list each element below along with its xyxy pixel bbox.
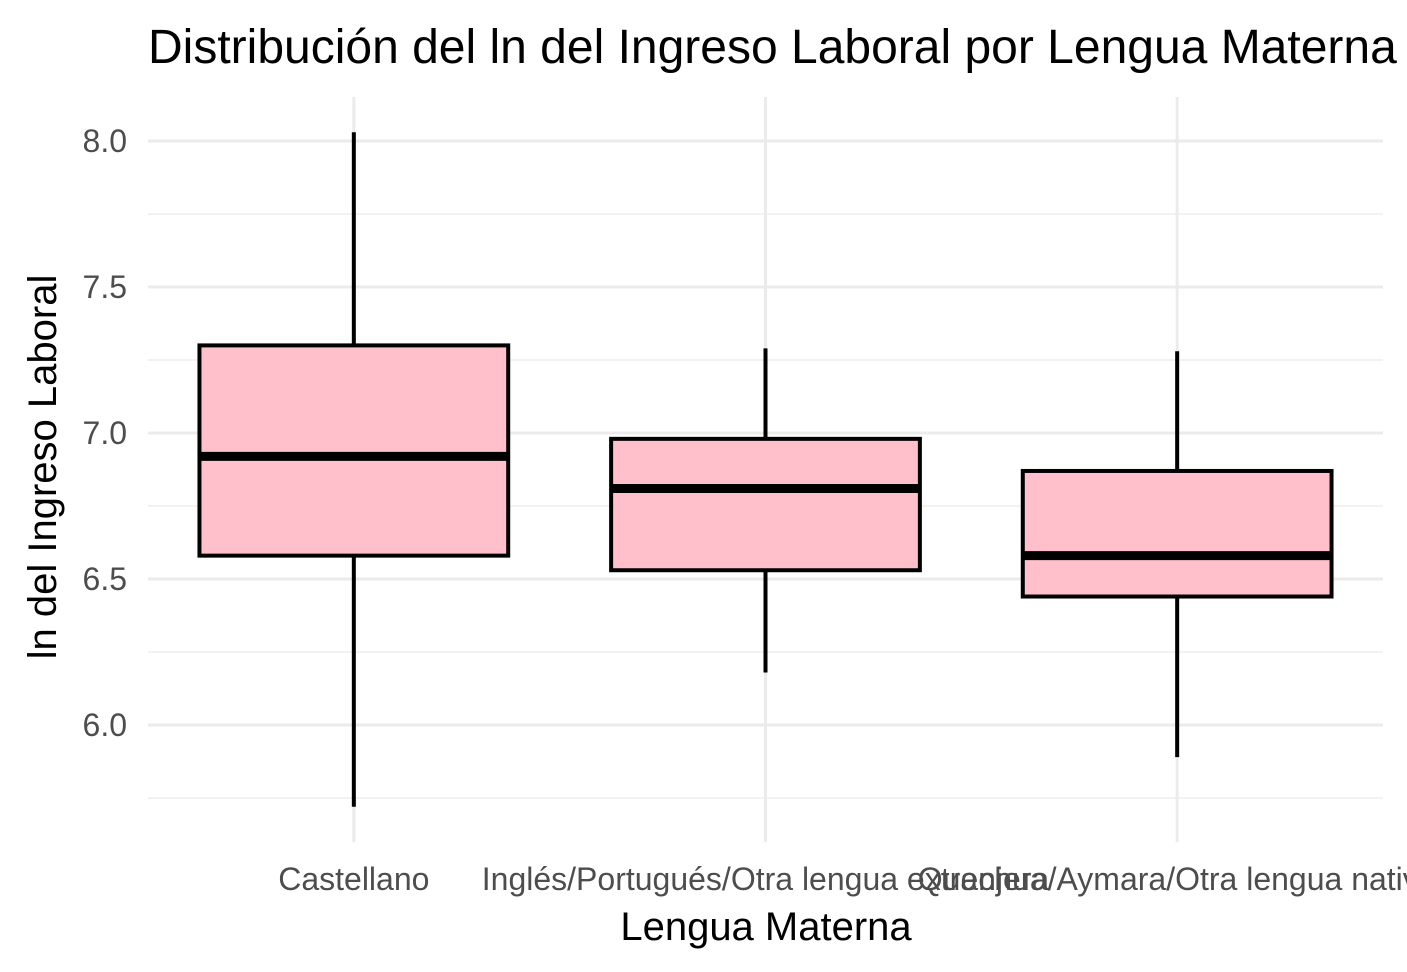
x-tick-label: Quechua/Aymara/Otra lengua nativa [918,861,1407,897]
iqr-box [609,436,922,573]
chart-title: Distribución del ln del Ingreso Laboral … [148,21,1397,74]
y-tick-label: 7.0 [83,415,127,451]
x-tick-label: Inglés/Portugués/Otra lengua extranjera [482,861,1050,897]
axis-ticks: 6.0 6.5 7.0 7.5 8.0 Castellano Inglés/Portugué… [83,123,1407,897]
x-axis-title: Lengua Materna [620,905,912,949]
y-tick-label: 8.0 [83,123,127,159]
x-tick-label: Castellano [278,861,429,897]
iqr-box [197,343,511,558]
box-1 [197,132,511,807]
box-2 [609,348,922,673]
y-tick-label: 6.5 [83,561,127,597]
y-tick-label: 6.0 [83,707,127,743]
box-3 [1020,351,1334,758]
iqr-box [1020,468,1334,599]
box-marks [197,132,1334,807]
y-axis-title: ln del Ingreso Laboral [21,275,65,660]
y-tick-label: 7.5 [83,269,127,305]
